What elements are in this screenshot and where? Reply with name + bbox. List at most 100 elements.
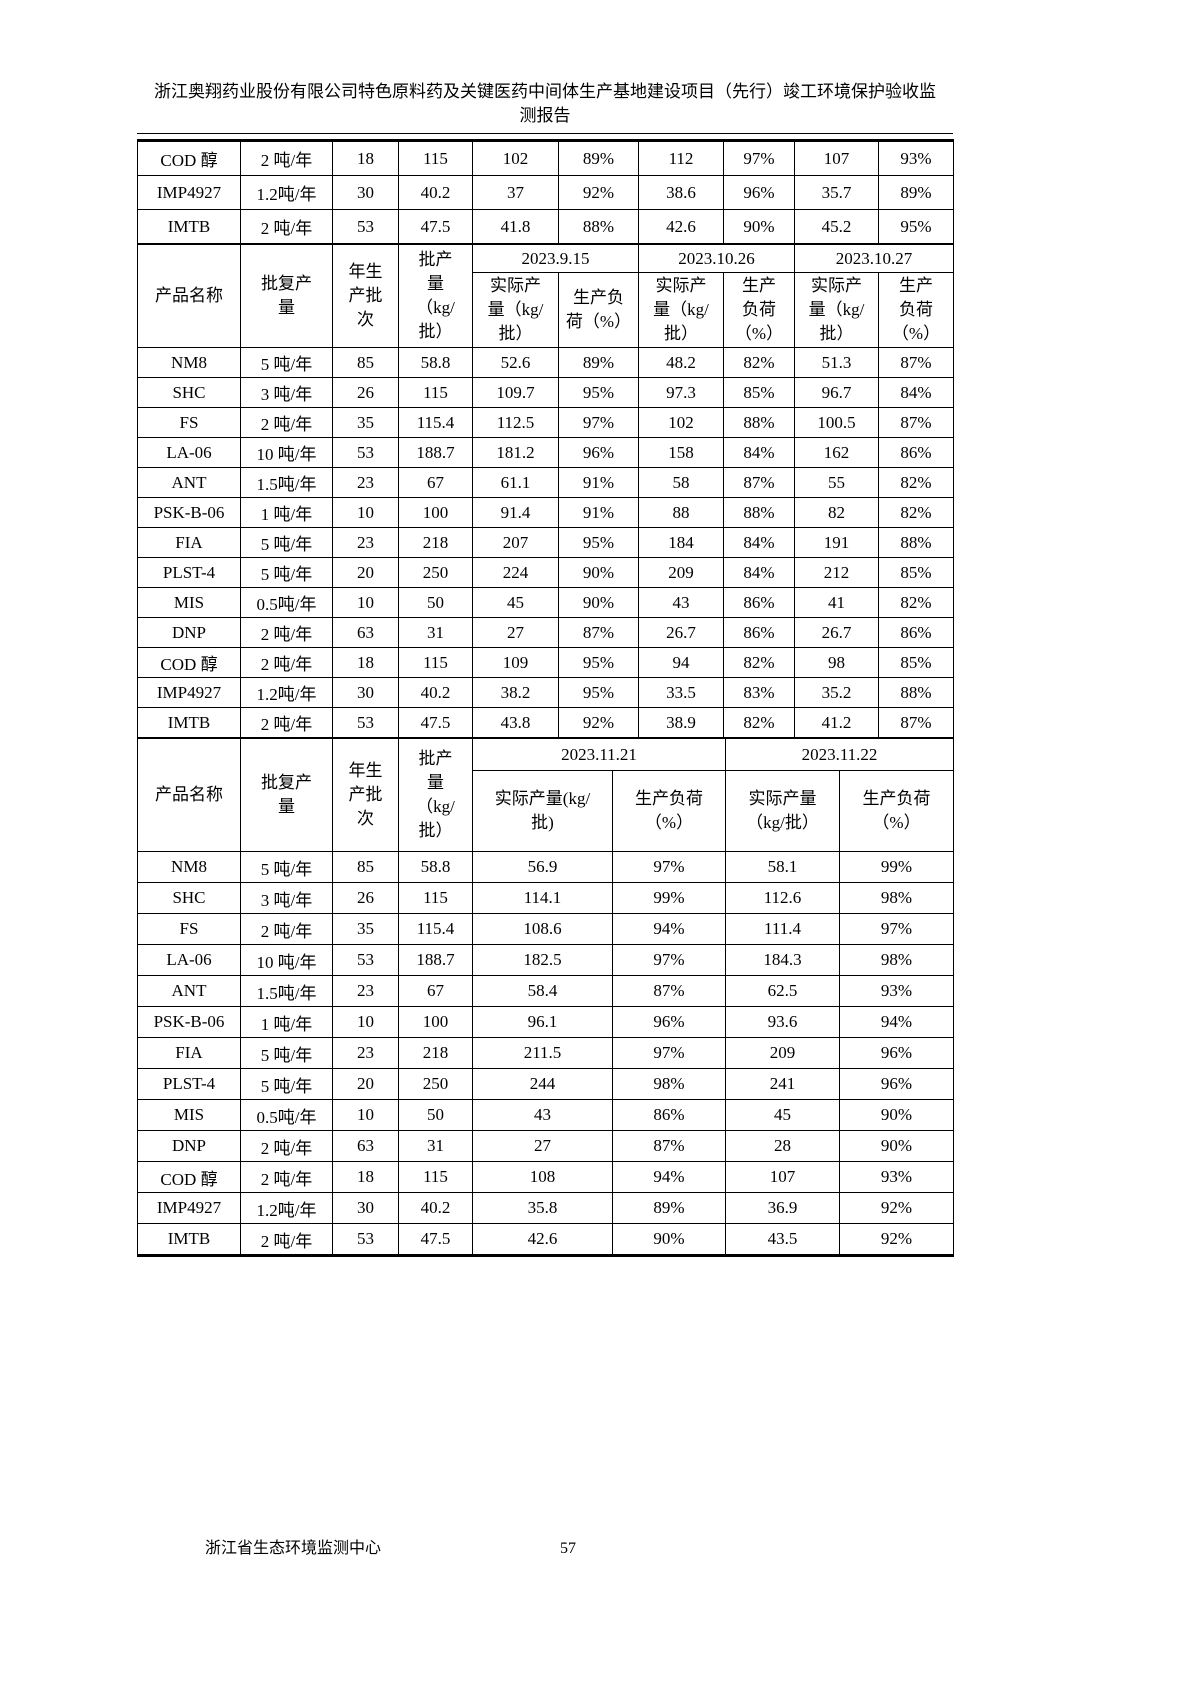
cell: 250 [398,1068,473,1100]
cell: 30 [332,175,399,210]
cell: 40.2 [398,677,473,708]
cell: 30 [332,1192,399,1224]
cell: 95% [558,677,639,708]
cell: 96% [723,175,795,210]
cell: 82% [723,707,795,738]
cell: 191 [794,527,879,558]
cell: 112.6 [725,882,840,914]
table-row: LA-06 10 吨/年 53 188.7 181.2 96% 158 84% 162 86% [137,437,954,468]
cell: 96.7 [794,377,879,408]
cell-product-name: COD 醇 [137,1161,241,1193]
cell-product-name: SHC [137,882,241,914]
cell: 47.5 [398,1223,473,1256]
table-row: FIA 5 吨/年 23 218 211.5 97% 209 96% [137,1037,954,1069]
cell: 5 吨/年 [240,1037,333,1069]
cell: 10 [332,497,399,528]
col-header-date: 2023.10.27 [794,243,954,273]
cell: 23 [332,975,399,1007]
cell: 211.5 [472,1037,613,1069]
cell-product-name: SHC [137,377,241,408]
cell: 23 [332,1037,399,1069]
cell: 10 吨/年 [240,944,333,976]
cell: 115 [398,377,473,408]
col-header-production-load: 生产 负荷 （%） [723,272,795,348]
cell: 38.9 [638,707,724,738]
page-number: 57 [560,1540,576,1557]
cell: 18 [332,647,399,678]
cell: 244 [472,1068,613,1100]
table-row: MIS 0.5吨/年 10 50 45 90% 43 86% 41 82% [137,587,954,618]
cell: 2 吨/年 [240,1161,333,1193]
cell: 0.5吨/年 [240,1099,333,1131]
cell-product-name: DNP [137,1130,241,1162]
cell: 1.5吨/年 [240,467,333,498]
cell-product-name: COD 醇 [137,647,241,678]
table-subheader-row: 实际产 量（kg/ 批） 生产负 荷（%） 实际产 量（kg/ 批） 生产 负荷… [138,272,954,348]
col-header-product-name: 产品名称 [137,243,241,348]
cell: 1 吨/年 [240,497,333,528]
table-row: IMP4927 1.2吨/年 30 40.2 37 92% 38.6 96% 35.7 89% [137,175,954,210]
cell-product-name: MIS [137,587,241,618]
cell: 43.8 [472,707,559,738]
cell: 2 吨/年 [240,647,333,678]
cell: 1.2吨/年 [240,677,333,708]
cell: 20 [332,557,399,588]
cell: 93% [839,1161,954,1193]
cell-product-name: IMTB [137,707,241,738]
cell: 97% [558,407,639,438]
cell: 93% [839,975,954,1007]
col-header-production-load: 生产负荷 （%） [839,770,954,852]
cell: 53 [332,944,399,976]
table-row: DNP 2 吨/年 63 31 27 87% 28 90% [137,1130,954,1162]
cell: 10 [332,1099,399,1131]
cell: 111.4 [725,913,840,945]
cell: 87% [558,617,639,648]
cell: 93.6 [725,1006,840,1038]
cell: 188.7 [398,944,473,976]
cell-product-name: PLST-4 [137,1068,241,1100]
cell: 97% [723,140,795,176]
cell: 115 [398,1161,473,1193]
cell: 109.7 [472,377,559,408]
cell: 95% [558,647,639,678]
cell-product-name: PLST-4 [137,557,241,588]
cell: 250 [398,557,473,588]
cell-product-name: PSK-B-06 [137,1006,241,1038]
cell: 52.6 [472,347,559,378]
cell: 47.5 [398,209,473,244]
cell: 87% [612,975,726,1007]
cell: 115 [398,647,473,678]
cell: 88% [723,497,795,528]
cell: 209 [725,1037,840,1069]
cell: 115.4 [398,407,473,438]
col-header-batch-output: 批产 量 （kg/ 批） [398,243,473,348]
cell: 83% [723,677,795,708]
cell: 55 [794,467,879,498]
cell: 94% [612,913,726,945]
cell: 61.1 [472,467,559,498]
cell: 98% [839,882,954,914]
cell: 18 [332,1161,399,1193]
cell-product-name: IMP4927 [137,1192,241,1224]
cell: 224 [472,557,559,588]
col-header-date: 2023.10.26 [638,243,795,273]
cell: 98% [612,1068,726,1100]
cell: 38.2 [472,677,559,708]
cell: 115 [398,882,473,914]
cell: 87% [612,1130,726,1162]
cell: 162 [794,437,879,468]
cell: 112 [638,140,724,176]
cell: 10 [332,1006,399,1038]
table-row: DNP 2 吨/年 63 31 27 87% 26.7 86% 26.7 86% [137,617,954,648]
cell: 2 吨/年 [240,1130,333,1162]
table-row: SHC 3 吨/年 26 115 109.7 95% 97.3 85% 96.7 84% [137,377,954,408]
cell: 209 [638,557,724,588]
col-header-actual-output: 实际产量(kg/ 批) [472,770,613,852]
cell: 86% [878,437,954,468]
cell: 1.5吨/年 [240,975,333,1007]
cell: 10 吨/年 [240,437,333,468]
cell: 35 [332,407,399,438]
table-header-row: 产品名称 批复产 量 年生 产批 次 批产 量 （kg/ 批） 2023.11.… [137,737,954,852]
cell-product-name: FS [137,407,241,438]
cell: 86% [612,1099,726,1131]
